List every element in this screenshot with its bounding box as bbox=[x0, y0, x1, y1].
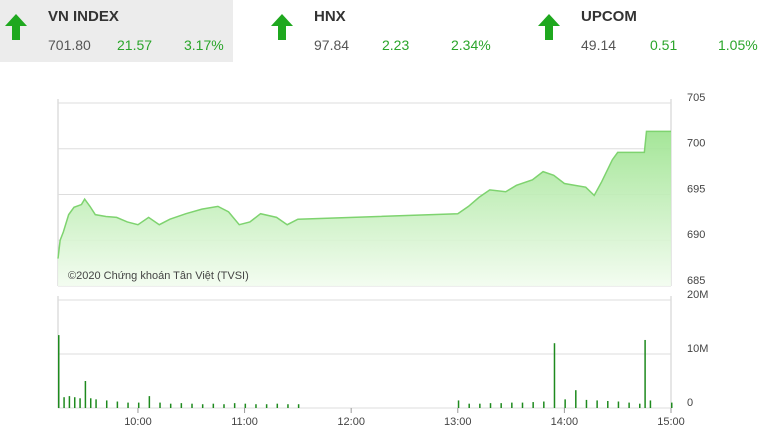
volume-bar bbox=[89, 398, 92, 408]
volume-bar bbox=[180, 403, 183, 408]
y-tick-label: 20M bbox=[687, 289, 708, 301]
volume-bar bbox=[79, 398, 81, 408]
volume-bar bbox=[265, 404, 268, 408]
volume-bar bbox=[297, 404, 300, 408]
index-name: HNX bbox=[314, 8, 346, 25]
index-change: 2.23 bbox=[382, 37, 410, 53]
y-tick-label: 10M bbox=[687, 343, 708, 355]
volume-bar bbox=[212, 403, 215, 408]
volume-bar bbox=[511, 402, 513, 408]
index-tiles: VN INDEX 701.80 21.57 3.17% HNX 97.84 2.… bbox=[0, 0, 766, 62]
volume-bar bbox=[607, 400, 609, 408]
volume-bar bbox=[532, 402, 534, 408]
volume-bar bbox=[159, 402, 161, 408]
up-arrow bbox=[271, 14, 293, 40]
index-tile[interactable]: VN INDEX 701.80 21.57 3.17% bbox=[0, 0, 233, 62]
volume-bar bbox=[575, 390, 577, 408]
volume-bar bbox=[479, 403, 481, 408]
x-tick-label: 15:00 bbox=[657, 416, 685, 428]
volume-bar bbox=[95, 399, 97, 408]
index-tile[interactable]: UPCOM 49.14 0.51 1.05% bbox=[533, 0, 766, 62]
volume-bar bbox=[500, 403, 502, 408]
index-percent: 1.05% bbox=[718, 37, 758, 53]
volume-bar bbox=[105, 400, 108, 408]
x-tick-label: 11:00 bbox=[231, 416, 258, 428]
index-value: 49.14 bbox=[581, 37, 617, 53]
volume-bar bbox=[58, 335, 60, 408]
index-value: 701.80 bbox=[48, 37, 91, 53]
volume-bar bbox=[255, 404, 257, 408]
volume-bar bbox=[468, 403, 470, 408]
y-tick-label: 690 bbox=[687, 229, 705, 241]
volume-bar bbox=[671, 402, 673, 408]
x-tick-label: 13:00 bbox=[444, 416, 472, 428]
volume-bar bbox=[543, 401, 545, 408]
y-tick-label: 0 bbox=[687, 397, 693, 409]
volume-bar bbox=[233, 403, 236, 408]
volume-bar bbox=[73, 397, 76, 408]
volume-bar bbox=[521, 402, 524, 408]
y-tick-label: 685 bbox=[687, 275, 705, 287]
x-tick-label: 14:00 bbox=[551, 416, 579, 428]
index-value: 97.84 bbox=[314, 37, 350, 53]
volume-bar bbox=[244, 403, 247, 408]
volume-bar bbox=[116, 401, 119, 408]
volume-bar bbox=[68, 396, 71, 408]
price-area bbox=[58, 131, 671, 286]
y-tick-label: 705 bbox=[687, 92, 705, 104]
volume-bar bbox=[553, 343, 556, 408]
index-change: 21.57 bbox=[117, 37, 153, 53]
volume-bar bbox=[148, 396, 151, 408]
volume-bar bbox=[596, 400, 598, 408]
volume-bar bbox=[489, 403, 492, 408]
x-tick-label: 10:00 bbox=[124, 416, 152, 428]
volume-bar bbox=[223, 404, 225, 408]
volume-bar bbox=[617, 401, 620, 408]
y-tick-label: 695 bbox=[687, 183, 705, 195]
up-arrow bbox=[5, 14, 27, 40]
index-tile[interactable]: HNX 97.84 2.23 2.34% bbox=[266, 0, 499, 62]
volume-bar bbox=[201, 404, 204, 408]
x-tick-label: 12:00 bbox=[337, 416, 365, 428]
up-arrow bbox=[538, 14, 560, 40]
volume-bar bbox=[628, 402, 630, 408]
watermark: ©2020 Chứng khoán Tân Việt (TVSI) bbox=[68, 270, 249, 282]
y-tick-label: 700 bbox=[687, 138, 705, 150]
volume-bar bbox=[649, 400, 652, 408]
volume-bar bbox=[191, 403, 193, 408]
volume-bar bbox=[276, 403, 279, 408]
volume-bar bbox=[169, 403, 172, 408]
volume-bar bbox=[644, 339, 646, 408]
index-name: VN INDEX bbox=[48, 8, 119, 25]
price-line bbox=[57, 130, 671, 259]
volume-bar bbox=[127, 402, 129, 408]
index-percent: 3.17% bbox=[184, 37, 224, 53]
index-percent: 2.34% bbox=[451, 37, 491, 53]
volume-bar bbox=[564, 399, 566, 408]
volume-bar bbox=[457, 400, 460, 408]
volume-bar bbox=[639, 403, 641, 408]
volume-bar bbox=[84, 381, 87, 408]
volume-bar bbox=[585, 399, 588, 408]
volume-bar bbox=[287, 404, 289, 408]
volume-bar bbox=[63, 397, 65, 408]
index-change: 0.51 bbox=[650, 37, 678, 53]
volume-bar bbox=[137, 402, 140, 408]
index-name: UPCOM bbox=[581, 8, 637, 25]
